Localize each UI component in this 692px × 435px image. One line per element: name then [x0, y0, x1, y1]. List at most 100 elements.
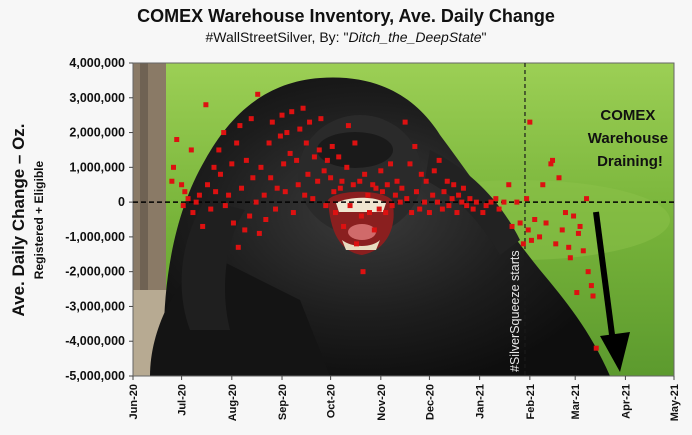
data-point — [417, 206, 423, 212]
data-point — [384, 182, 390, 188]
data-point — [352, 140, 358, 146]
data-point — [243, 157, 249, 163]
x-tick-label: Oct-20 — [326, 384, 338, 418]
data-point — [216, 147, 222, 153]
data-point — [193, 199, 199, 205]
data-point — [509, 223, 515, 229]
data-point — [311, 154, 317, 160]
data-point — [473, 199, 479, 205]
subtitle-author: Ditch_the_DeepState — [348, 29, 482, 45]
x-tick-label: Feb-21 — [525, 384, 537, 419]
data-point — [413, 189, 419, 195]
data-point — [402, 119, 408, 125]
data-point — [464, 203, 470, 209]
data-point — [517, 220, 523, 226]
data-point — [590, 293, 596, 299]
data-point — [550, 157, 556, 163]
annotation-text: COMEX Warehouse Draining! — [588, 107, 672, 170]
x-tick-label: Sep-20 — [277, 384, 289, 420]
data-point — [394, 178, 400, 184]
data-point — [470, 206, 476, 212]
data-point — [289, 109, 295, 115]
data-point — [496, 206, 502, 212]
data-point — [341, 223, 347, 229]
data-point — [328, 175, 334, 181]
data-point — [389, 203, 395, 209]
x-tick-label: May-21 — [669, 384, 681, 421]
data-point — [418, 171, 424, 177]
data-point — [459, 199, 465, 205]
data-point — [585, 269, 591, 275]
y-tick-label: -3,000,000 — [65, 299, 125, 313]
data-point — [222, 203, 228, 209]
data-point — [323, 203, 329, 209]
data-point — [451, 182, 457, 188]
data-point — [388, 161, 394, 167]
data-point — [203, 102, 209, 108]
data-point — [324, 157, 330, 163]
data-point — [501, 199, 507, 205]
data-point — [392, 192, 398, 198]
data-point — [321, 168, 327, 174]
data-point — [255, 91, 261, 97]
data-point — [426, 210, 432, 216]
data-point — [180, 203, 186, 209]
data-point — [256, 230, 262, 236]
axis-labels: 4,000,000 3,000,000 2,000,000 1,000,000 0 -1,… — [65, 56, 681, 421]
data-point — [242, 227, 248, 233]
y-tick-label: 1,000,000 — [69, 160, 125, 174]
data-point — [383, 210, 389, 216]
data-point — [567, 255, 573, 261]
data-point — [559, 227, 565, 233]
data-point — [263, 217, 269, 222]
data-point — [365, 192, 371, 198]
data-point — [290, 210, 296, 216]
y-tick-label: -2,000,000 — [65, 265, 125, 279]
data-point — [253, 199, 259, 205]
y-tick-label: 4,000,000 — [69, 56, 125, 70]
data-point — [217, 171, 223, 177]
y-tick-label: 0 — [118, 195, 125, 209]
chart-subtitle: #WallStreetSilver, By: "Ditch_the_DeepSt… — [0, 29, 692, 45]
data-point — [294, 157, 300, 163]
data-point — [488, 199, 494, 205]
data-point — [524, 196, 530, 202]
data-point — [295, 182, 301, 188]
data-point — [404, 196, 410, 202]
data-point — [339, 178, 345, 184]
y-tick-label: -4,000,000 — [65, 334, 125, 348]
data-point — [588, 283, 594, 289]
data-point — [525, 227, 531, 233]
y-tick-label: -5,000,000 — [65, 369, 125, 383]
x-tick-label: Apr-21 — [620, 384, 632, 419]
data-point — [540, 182, 546, 188]
x-tick-label: Nov-20 — [376, 384, 388, 421]
data-point — [344, 164, 350, 170]
data-point — [196, 192, 202, 198]
data-point — [580, 248, 586, 254]
data-point — [370, 182, 376, 188]
data-point — [373, 185, 379, 191]
data-point — [337, 185, 343, 191]
y-axis-subtitle: Registered + Eligible — [32, 160, 46, 279]
data-points — [169, 91, 599, 351]
data-point — [454, 210, 460, 216]
data-point — [279, 112, 285, 118]
data-point — [221, 130, 227, 136]
data-point — [230, 220, 236, 226]
data-point — [436, 157, 442, 163]
data-point — [543, 220, 549, 226]
data-point — [371, 227, 377, 233]
data-point — [520, 241, 526, 247]
chart-axes — [129, 62, 675, 380]
data-point — [350, 182, 356, 188]
data-point — [307, 119, 313, 125]
data-point — [362, 171, 368, 177]
plot-border — [132, 62, 675, 377]
background-photo — [133, 63, 674, 376]
data-point — [185, 196, 191, 202]
data-point — [287, 150, 293, 156]
data-point — [439, 206, 445, 212]
data-point — [441, 189, 447, 195]
data-point — [331, 189, 337, 195]
